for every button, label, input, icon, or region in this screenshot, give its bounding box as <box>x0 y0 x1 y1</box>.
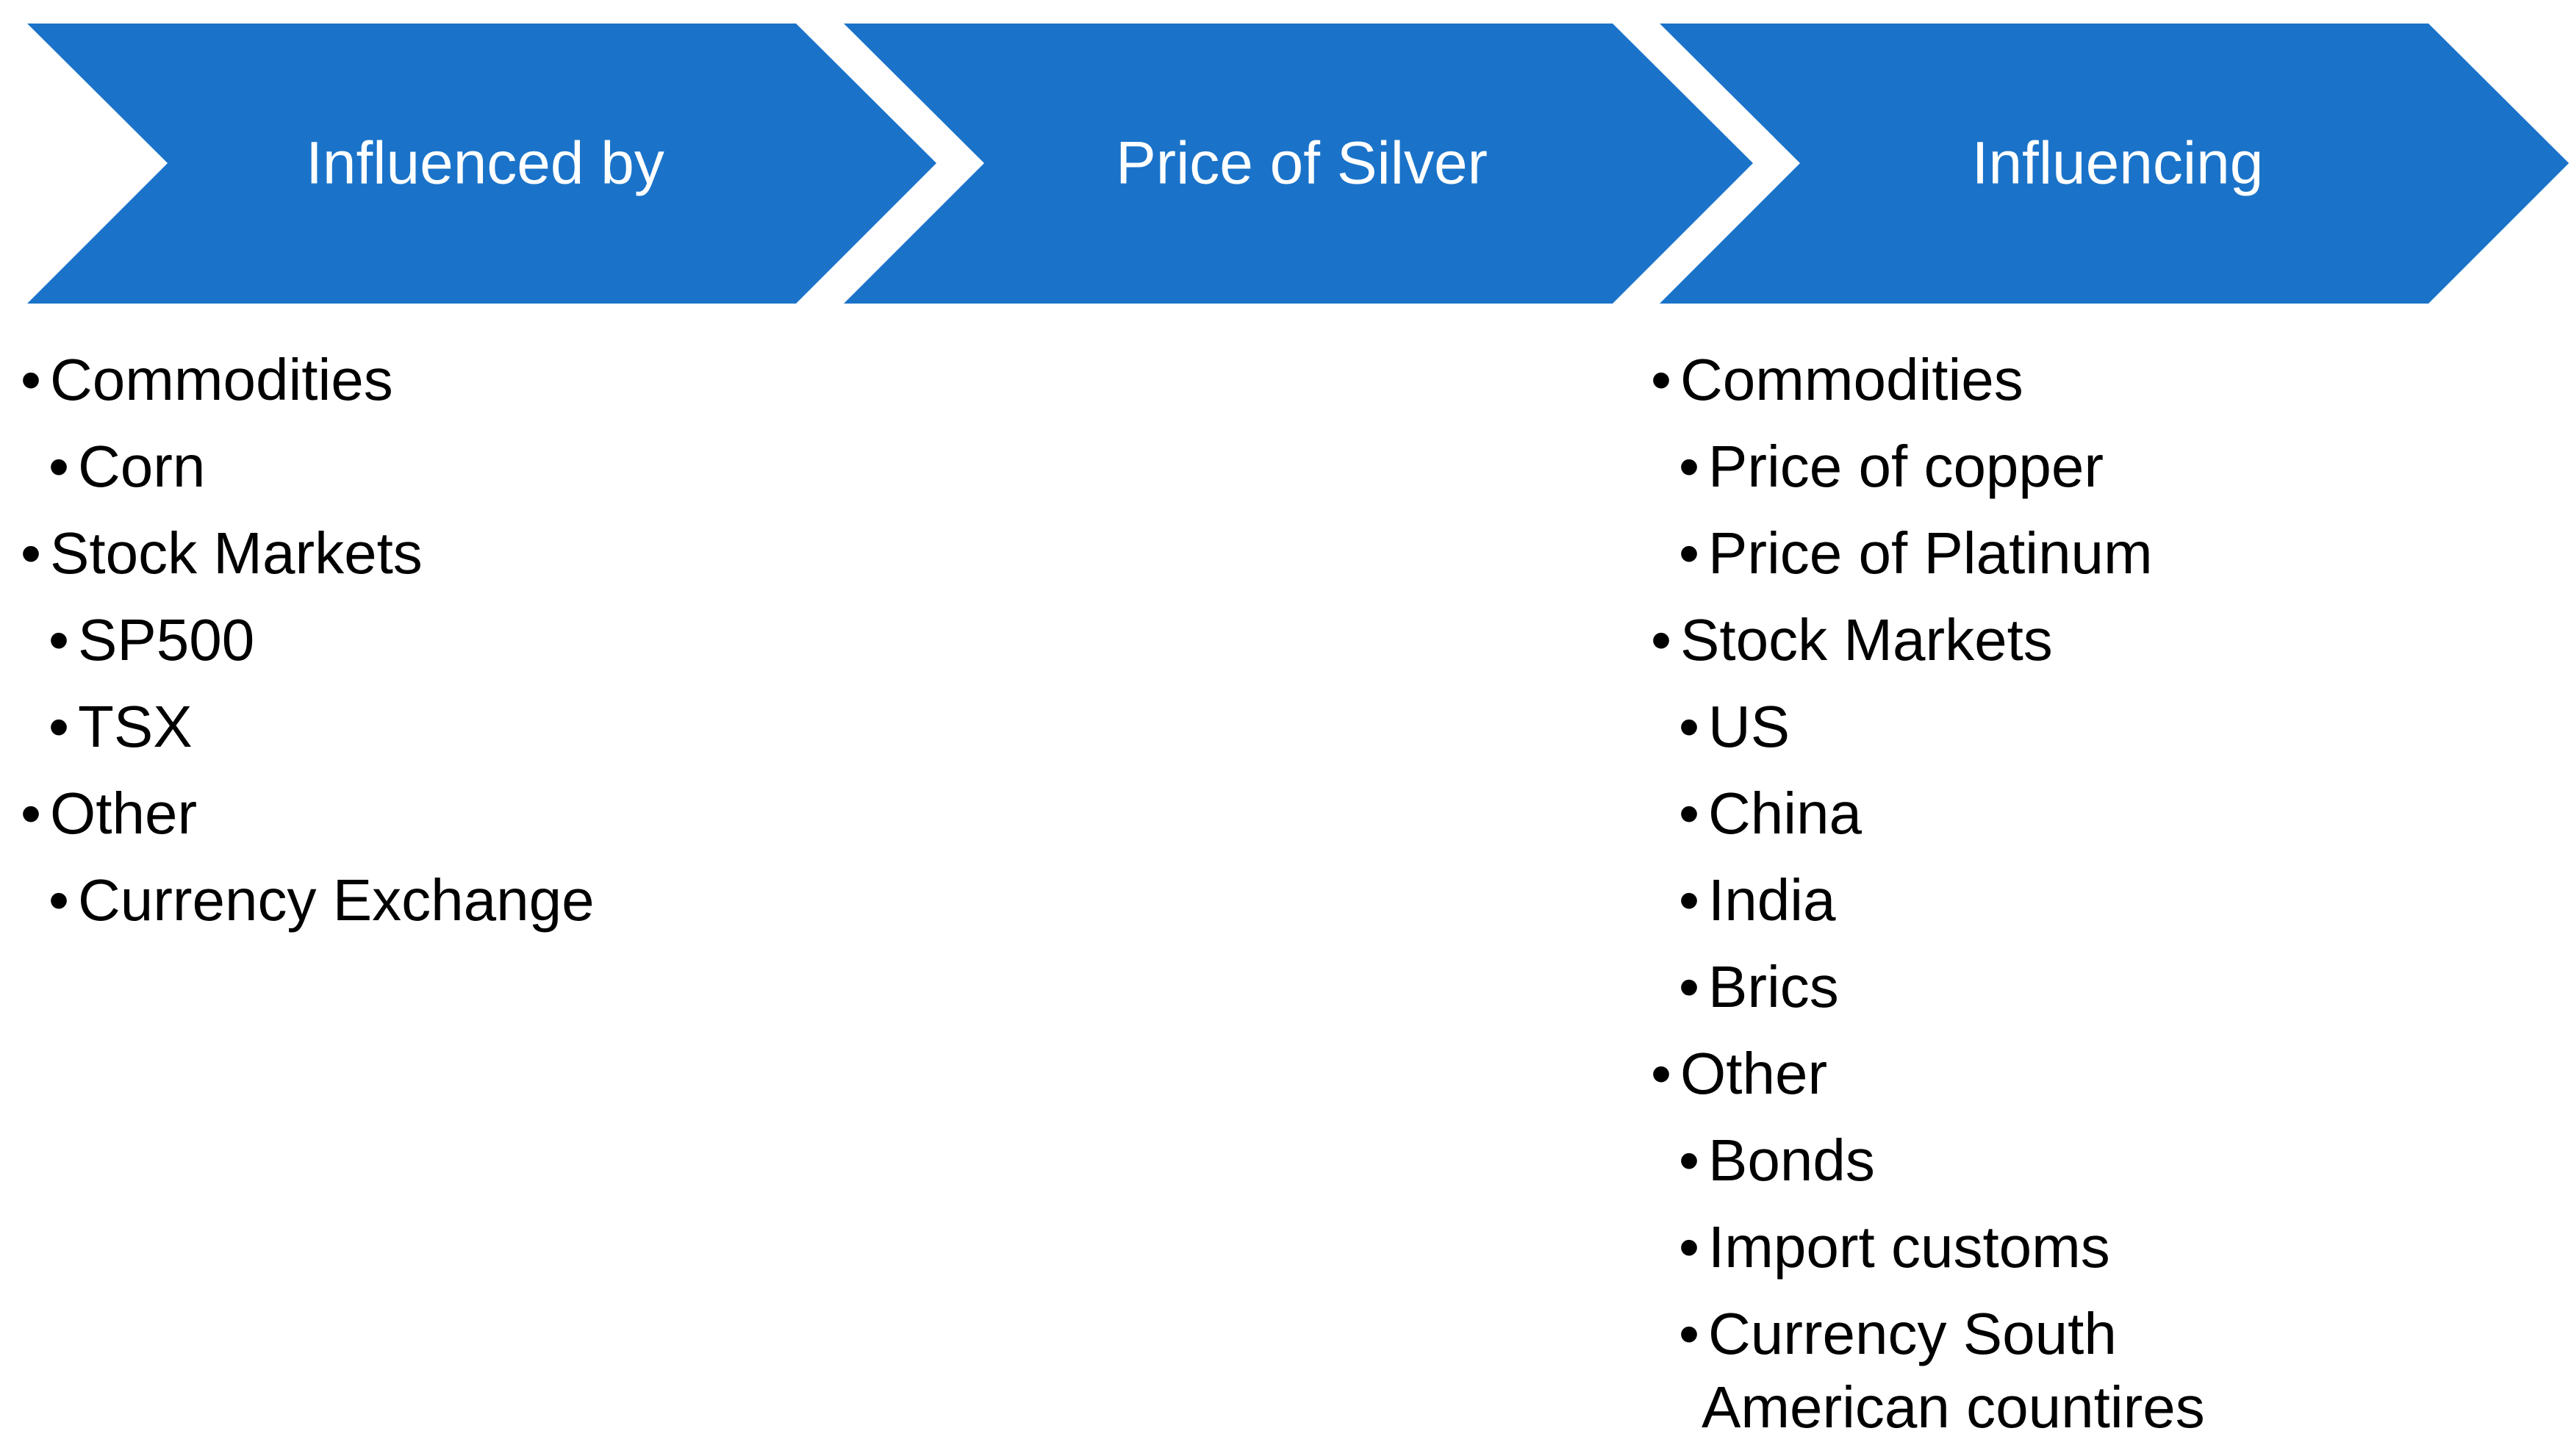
list-item-label: Commodities <box>1680 347 2023 412</box>
list-item-label: Bonds <box>1708 1127 1875 1193</box>
list-item-label: China <box>1708 781 1863 846</box>
list-item: • Bonds <box>1651 1117 2555 1204</box>
list-item: • Currency South American countires <box>1651 1291 2555 1444</box>
list-item-label: Corn <box>78 434 206 499</box>
list-item: • Commodities <box>1651 337 2555 423</box>
list-item: • Stock Markets <box>1651 597 2555 684</box>
bullet-icon: • <box>1679 1214 1700 1280</box>
list-item-label: SP500 <box>78 607 255 673</box>
bullet-icon: • <box>1679 520 1700 586</box>
list-item-label: Commodities <box>50 347 393 412</box>
list-item: • Price of Platinum <box>1651 510 2555 597</box>
chevron-label-influenced-by: Influenced by <box>306 130 664 197</box>
list-item: • SP500 <box>21 597 792 684</box>
list-item: • Corn <box>21 423 792 510</box>
list-item-label: Stock Markets <box>50 520 423 586</box>
bullet-icon: • <box>21 781 42 846</box>
list-item: • US <box>1651 684 2555 770</box>
bullet-icon: • <box>1679 1301 1700 1366</box>
chevron-price-of-silver <box>844 24 1753 304</box>
bullet-icon: • <box>1651 1041 1672 1106</box>
influencing-list: • Commodities • Price of copper • Price of … <box>1651 337 2555 1444</box>
list-item-label: Other <box>1680 1041 1828 1106</box>
bullet-icon: • <box>1679 434 1700 499</box>
list-item-label: Price of Platinum <box>1708 520 2153 586</box>
chevron-influencing <box>1660 24 2569 304</box>
bullet-icon: • <box>21 347 42 412</box>
list-item-label: Price of copper <box>1708 434 2104 499</box>
list-item: • Other <box>21 770 792 857</box>
chevron-label-influencing: Influencing <box>1972 130 2264 197</box>
list-item: • TSX <box>21 684 792 770</box>
bullet-icon: • <box>49 867 70 933</box>
bullet-icon: • <box>1679 694 1700 759</box>
bullet-icon: • <box>1679 954 1700 1019</box>
list-item-label: Import customs <box>1708 1214 2110 1280</box>
influenced-by-list: • Commodities • Corn • Stock Markets • SP500… <box>21 337 792 944</box>
list-item: • Currency Exchange <box>21 857 792 944</box>
list-item-label: US <box>1708 694 1790 759</box>
bullet-icon: • <box>1679 867 1700 933</box>
list-item-label: TSX <box>78 694 193 759</box>
chevron-label-price-of-silver: Price of Silver <box>1116 130 1488 197</box>
list-item: • Other <box>1651 1030 2555 1117</box>
bullet-icon: • <box>1651 607 1672 673</box>
list-item: • Price of copper <box>1651 423 2555 510</box>
bullet-icon: • <box>1679 1127 1700 1193</box>
bullet-icon: • <box>21 520 42 586</box>
bullet-icon: • <box>49 607 70 673</box>
list-item: • India <box>1651 857 2555 944</box>
list-item-label-continuation: American countires <box>1702 1374 2205 1440</box>
list-item: • Commodities <box>21 337 792 423</box>
list-item-label: India <box>1708 867 1836 933</box>
bullet-icon: • <box>49 434 70 499</box>
list-item-label: Other <box>50 781 198 846</box>
list-item: • Import customs <box>1651 1204 2555 1291</box>
list-item-label: Brics <box>1708 954 1839 1019</box>
list-item: • Brics <box>1651 944 2555 1030</box>
list-item-label: Stock Markets <box>1680 607 2053 673</box>
list-item-label: Currency Exchange <box>78 867 595 933</box>
list-item: • Stock Markets <box>21 510 792 597</box>
chevron-influenced-by <box>27 24 936 304</box>
bullet-icon: • <box>1679 781 1700 846</box>
list-item-label: Currency South <box>1708 1301 2117 1366</box>
bullet-icon: • <box>1651 347 1672 412</box>
list-item: • China <box>1651 770 2555 857</box>
bullet-icon: • <box>49 694 70 759</box>
